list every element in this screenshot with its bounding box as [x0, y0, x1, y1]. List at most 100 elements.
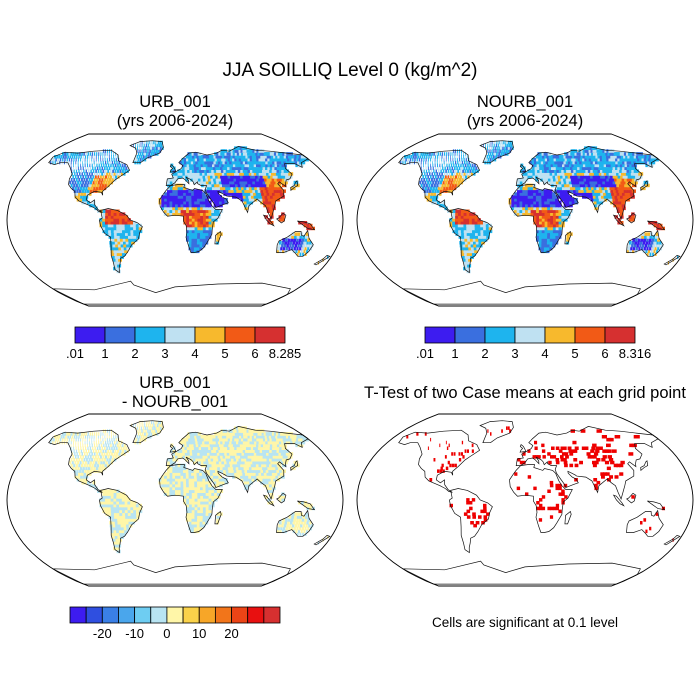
grid-cell: [557, 192, 561, 196]
grid-cell: [222, 183, 226, 188]
grid-cell: [196, 446, 200, 450]
grid-cell: [276, 249, 279, 254]
grid-cell: [522, 198, 526, 202]
grid-cell: [105, 460, 108, 465]
grid-cell: [465, 246, 470, 251]
grid-cell: [238, 166, 244, 170]
grid-cell: [80, 437, 82, 442]
grid-cell: [503, 149, 505, 153]
grid-cell: [128, 243, 133, 248]
grid-cell: [464, 160, 466, 165]
grid-cell: [215, 435, 220, 439]
grid-cell: [119, 443, 122, 448]
grid-cell: [624, 192, 629, 196]
grid-cell: [280, 246, 283, 251]
grid-cell: [111, 252, 116, 256]
grid-cell: [71, 437, 73, 442]
grid-cell: [138, 146, 140, 150]
grid-cell: [447, 175, 450, 179]
grid-cell: [569, 183, 574, 188]
grid-cell: [446, 166, 449, 170]
grid-cell: [226, 180, 231, 185]
grid-cell: [522, 169, 526, 173]
grid-cell: [113, 209, 117, 213]
grid-cell: [501, 140, 502, 145]
grid-cell: [118, 526, 123, 531]
grid-cell: [428, 155, 430, 159]
grid-cell: [241, 186, 245, 191]
grid-cell: [474, 221, 478, 225]
grid-cell: [102, 229, 107, 234]
grid-cell: [605, 175, 610, 179]
grid-cell: [246, 172, 251, 176]
grid-cell: [117, 175, 120, 179]
grid-cell: [265, 200, 270, 205]
grid-cell: [112, 163, 115, 168]
grid-cell: [536, 206, 540, 211]
grid-cell: [264, 475, 269, 479]
grid-cell: [91, 160, 93, 165]
grid-cell: [212, 163, 216, 168]
grid-cell: [177, 466, 181, 471]
grid-cell: [205, 178, 210, 182]
grid-cell: [544, 218, 548, 222]
grid-cell: [463, 155, 465, 159]
grid-cell: [169, 203, 173, 208]
grid-cell: [183, 189, 187, 193]
grid-cell: [221, 180, 226, 185]
grid-cell: [430, 163, 431, 168]
grid-cell: [218, 178, 222, 182]
grid-cell: [153, 143, 155, 148]
grid-cell: [487, 152, 490, 156]
grid-cell: [82, 475, 86, 479]
grid-cell: [444, 152, 446, 156]
grid-cell: [525, 209, 529, 213]
grid-cell: [570, 189, 574, 193]
grid-cell: [202, 175, 207, 179]
grid-cell: [234, 192, 238, 196]
grid-cell: [527, 172, 531, 176]
grid-cell: [596, 163, 602, 168]
grid-cell: [187, 169, 191, 173]
grid-cell: [291, 512, 295, 516]
grid-cell: [164, 198, 168, 202]
grid-cell: [259, 186, 264, 191]
grid-cell: [610, 189, 615, 193]
grid-cell: [251, 452, 256, 456]
grid-cell: [446, 172, 448, 176]
grid-cell: [104, 446, 106, 450]
grid-cell: [471, 215, 476, 219]
grid-cell: [110, 498, 114, 502]
grid-cell: [437, 200, 440, 205]
grid-cell: [197, 512, 201, 516]
grid-cell: [122, 229, 126, 234]
grid-cell: [547, 157, 551, 162]
grid-cell: [203, 221, 207, 225]
grid-cell: [196, 155, 200, 159]
grid-cell: [556, 160, 561, 165]
grid-cell: [549, 238, 553, 242]
grid-cell: [619, 212, 624, 216]
grid-cell: [538, 198, 543, 202]
grid-cell: [82, 175, 85, 179]
grid-cell: [426, 172, 428, 176]
grid-cell: [122, 518, 127, 522]
grid-cell: [513, 206, 518, 211]
grid-cell: [568, 195, 572, 199]
grid-cell: [202, 160, 206, 165]
grid-cell: [91, 155, 93, 159]
grid-cell: [621, 172, 626, 176]
grid-cell: [211, 206, 215, 211]
grid-cell: [175, 486, 179, 491]
grid-cell: [142, 157, 144, 162]
grid-cell: [169, 178, 173, 182]
grid-cell: [200, 206, 204, 211]
grid-cell: [120, 446, 123, 450]
grid-cell: [83, 472, 87, 476]
grid-cell: [216, 443, 221, 448]
grid-cell: [244, 206, 248, 211]
grid-cell: [122, 238, 127, 242]
grid-cell: [212, 186, 216, 191]
grid-cell: [578, 178, 583, 182]
grid-cell: [602, 189, 607, 193]
